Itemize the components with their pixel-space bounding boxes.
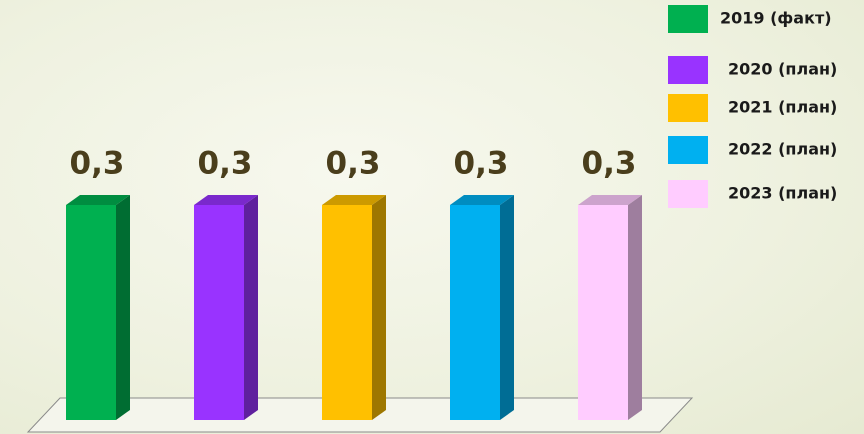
data-label: 0,3 [70,146,125,182]
bar [578,205,628,420]
data-label: 0,3 [326,146,381,182]
legend-swatch [668,5,708,33]
data-label: 0,3 [582,146,637,182]
slide: 0,3 0,3 0,3 0,3 0,3 2019 (факт) 2020 (план) 202… [0,0,864,434]
legend-label: 2021 (план) [728,98,837,117]
bar [66,205,116,420]
data-label: 0,3 [454,146,509,182]
bar [322,205,372,420]
bar-side [372,195,386,420]
bar-side [500,195,514,420]
legend-label: 2019 (факт) [720,9,832,28]
chart: 0,3 0,3 0,3 0,3 0,3 2019 (факт) 2020 (план) 202… [0,0,864,434]
bar [194,205,244,420]
bar-side [244,195,258,420]
bar [450,205,500,420]
legend-label: 2022 (план) [728,140,837,159]
legend-label: 2023 (план) [728,184,837,203]
legend-swatch [668,136,708,164]
legend-swatch [668,56,708,84]
legend-swatch [668,94,708,122]
bar-side [628,195,642,420]
legend-swatch [668,180,708,208]
bar-side [116,195,130,420]
legend-label: 2020 (план) [728,60,837,79]
data-label: 0,3 [198,146,253,182]
